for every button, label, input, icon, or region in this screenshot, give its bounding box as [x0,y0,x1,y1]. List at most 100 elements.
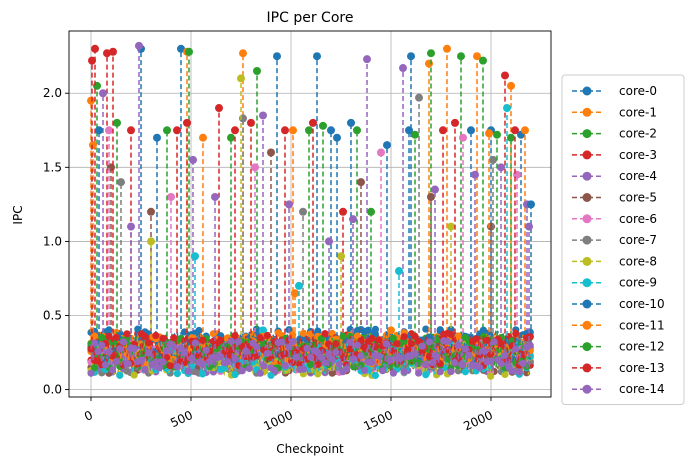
data-point [98,341,106,349]
data-point [183,118,191,127]
legend-marker [582,214,592,224]
plot-area: 0 500 1000 1500 2000 0.0 0.5 1.0 1.5 2.0 [43,30,552,434]
data-point [479,56,487,65]
data-point [503,104,511,113]
data-point [166,362,174,370]
data-point [427,49,435,58]
data-point [217,353,225,361]
data-point [485,129,493,138]
data-point [189,155,197,164]
data-point [333,133,341,142]
data-point [211,192,219,201]
data-point [411,130,419,139]
data-point [147,237,155,246]
data-point [135,41,143,50]
data-point [454,341,462,349]
data-point [347,118,355,127]
data-point [319,121,327,130]
data-point [332,340,340,348]
legend-item-core-1: core-1 [572,105,657,119]
legend-label: core-2 [619,127,657,141]
data-point [267,148,275,157]
data-point [289,337,297,346]
data-point [353,126,361,135]
data-point [422,360,430,368]
data-point [436,368,444,376]
data-point [91,339,99,347]
data-point [107,163,115,172]
y-tick-label: 0.0 [43,383,62,397]
data-point [399,64,407,73]
data-point [152,331,160,340]
data-point [89,141,97,150]
data-point [199,336,207,344]
data-point [163,347,171,355]
data-point [447,222,455,231]
x-tick-label: 500 [168,408,195,430]
series-core-14 [87,185,534,377]
data-point [439,126,447,135]
data-point [425,59,433,68]
data-point [346,338,354,346]
data-point [299,329,307,337]
data-point [321,359,329,367]
data-point [220,364,228,372]
data-point [188,354,196,362]
legend-item-core-8: core-8 [572,254,657,268]
data-point [259,111,267,120]
data-point [163,126,171,135]
x-tick-label: 2000 [461,408,495,434]
legend-label: core-12 [619,340,665,354]
data-point [141,332,149,341]
data-point [87,369,95,377]
data-point [116,345,124,353]
data-point [461,368,469,376]
legend-marker [582,278,592,288]
data-point [281,349,289,358]
data-point [202,346,210,354]
data-point [357,178,365,187]
data-point [515,368,524,376]
legend-item-core-3: core-3 [572,148,657,162]
data-point [181,349,189,357]
data-point [325,350,333,358]
data-point [497,360,505,368]
data-point [483,336,491,344]
legend-item-core-6: core-6 [572,212,657,226]
legend-item-core-10: core-10 [572,297,665,311]
legend-label: core-7 [619,233,657,247]
data-point [497,163,505,172]
data-point [487,222,495,231]
data-point [473,52,481,61]
legend-marker [582,384,592,394]
legend-marker [582,107,592,117]
data-point [281,126,289,135]
data-point [91,44,99,53]
data-point [425,353,433,361]
data-point [245,364,253,373]
series-core-11 [87,126,534,368]
data-point [231,332,239,340]
legend-label: core-14 [619,382,665,396]
data-point [224,358,232,366]
legend-item-core-12: core-12 [572,340,665,354]
legend-label: core-4 [619,169,657,183]
data-point [271,366,279,375]
legend-label: core-5 [619,191,657,205]
data-point [235,337,243,346]
data-point [440,330,448,338]
data-point [508,367,516,375]
data-point [458,361,466,369]
data-point [397,354,405,363]
data-point [314,370,322,378]
data-point [389,334,397,342]
data-point [105,347,113,356]
data-point [256,334,264,342]
data-point [350,355,358,363]
data-point [527,200,535,209]
data-point [185,47,193,56]
series-group [87,41,535,380]
data-point [94,348,102,356]
data-point [525,222,533,231]
data-point [353,341,361,349]
